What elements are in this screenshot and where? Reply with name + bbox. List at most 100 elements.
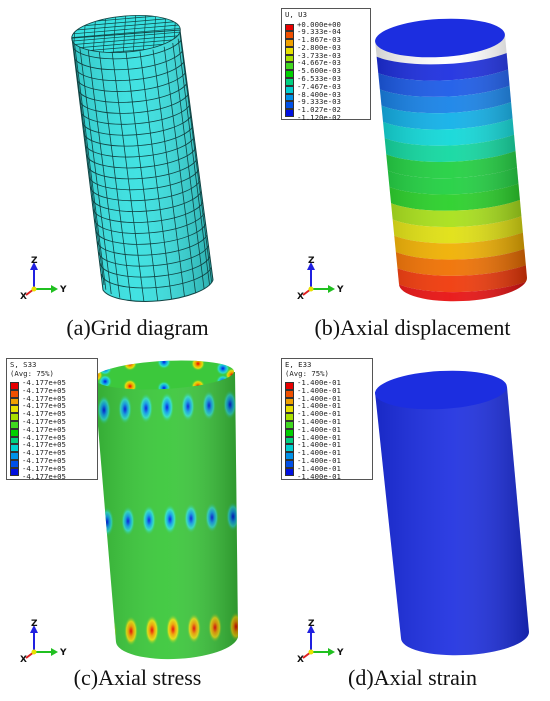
legend-value: -7.467e-03 <box>297 81 341 91</box>
y-label: Y <box>336 285 344 295</box>
z-label: Z <box>308 619 315 629</box>
y-label: Y <box>59 648 67 658</box>
mesh-ring <box>74 57 186 82</box>
rim-spot <box>215 361 230 376</box>
x-label: X <box>297 292 304 300</box>
legend-swatch <box>285 101 294 110</box>
rim-spot <box>123 357 137 371</box>
legend-value: -1.400e-01 <box>297 424 341 434</box>
legend-value: -4.177e+05 <box>22 463 66 473</box>
y-arrow <box>51 648 58 656</box>
cylinder-shading <box>94 372 239 660</box>
legend-value: -4.177e+05 <box>22 440 66 450</box>
z-label: Z <box>31 256 38 266</box>
legend-swatch <box>285 23 294 32</box>
legend-value: -4.667e-03 <box>297 58 341 68</box>
mesh-generator <box>87 46 121 298</box>
legend-value: -1.400e-01 <box>297 432 341 442</box>
legend-title: S, S33 <box>10 360 37 369</box>
legend-e33: E, E33 (Avg: 75%) -1.400e-01 -1.400e-01 -1… <box>281 358 373 480</box>
legend-value: -1.867e-03 <box>297 35 341 45</box>
y-arrow <box>328 648 335 656</box>
mesh-ring <box>78 89 190 114</box>
top-grid-line <box>70 27 182 39</box>
legend-subtitle: (Avg: 75%) <box>10 368 54 378</box>
legend-swatch <box>285 420 294 429</box>
top-grid-line <box>70 34 182 46</box>
top-grid-line <box>70 31 182 42</box>
legend-swatch <box>10 405 19 414</box>
z-arrow <box>30 625 38 633</box>
legend-value: -1.400e-01 <box>297 471 341 481</box>
mesh-generator <box>125 51 159 302</box>
legend-value: -1.400e-01 <box>297 409 341 419</box>
legend-value: -1.400e-01 <box>297 416 341 426</box>
x-label: X <box>20 655 27 663</box>
z-arrow <box>307 262 315 270</box>
legend-swatch <box>10 459 19 468</box>
mesh-ring <box>84 133 196 158</box>
rim-spot <box>98 361 113 376</box>
legend-s33: S, S33 (Avg: 75%) -4.177e+05 -4.177e+05 -4… <box>6 358 98 480</box>
legend-value: -9.333e-03 <box>297 97 341 107</box>
legend-value: -4.177e+05 <box>22 416 66 426</box>
triad-origin <box>31 286 37 292</box>
legend-title: E, E33 <box>285 360 312 369</box>
legend-value: -4.177e+05 <box>22 401 66 411</box>
top-grid-line <box>132 11 137 57</box>
y-label: Y <box>336 648 344 658</box>
mesh-generator <box>172 42 206 295</box>
caption-c: (c)Axial stress <box>73 665 202 690</box>
mesh-ring <box>83 122 194 147</box>
top-grid-line <box>70 24 182 35</box>
mesh-ring <box>88 166 200 191</box>
caption-b: (b)Axial displacement <box>314 315 511 340</box>
legend-swatch <box>285 382 294 390</box>
legend-swatch <box>285 436 294 445</box>
cylinder-shading <box>72 30 213 302</box>
z-label: Z <box>31 619 38 629</box>
legend-swatch <box>10 397 19 406</box>
legend-value: -1.027e-02 <box>297 105 341 115</box>
legend-title: U, U3 <box>285 10 307 19</box>
z-label: Z <box>308 256 315 266</box>
mesh-ring <box>97 231 208 256</box>
legend-value: -1.400e-01 <box>297 393 341 403</box>
legend-value: -6.533e-03 <box>297 74 341 84</box>
top-grid-line <box>70 38 182 50</box>
legend-subtitle: (Avg: 75%) <box>285 368 329 378</box>
legend-value: -1.120e-02 <box>297 113 341 123</box>
top-grid-line <box>70 20 182 32</box>
legend-color-bar <box>285 382 294 480</box>
legend-swatch <box>285 85 294 94</box>
top-grid-line <box>70 16 182 28</box>
legend-swatch <box>10 413 19 421</box>
mesh-generator <box>177 38 211 290</box>
legend-value: -1.400e-01 <box>297 463 341 473</box>
mesh-grid <box>72 33 213 302</box>
mesh-generator <box>73 38 107 290</box>
legend-swatch <box>10 420 19 429</box>
axis-triad: Z X Y <box>297 256 344 300</box>
caption-a: (a)Grid diagram <box>66 315 209 340</box>
legend-swatch <box>285 70 294 79</box>
mesh-ring <box>99 253 211 278</box>
x-label: X <box>20 292 27 300</box>
mesh-generator <box>139 51 173 302</box>
mesh-ring <box>101 264 213 289</box>
legend-value: -4.177e+05 <box>22 409 66 419</box>
legend-swatch <box>285 428 294 437</box>
y-arrow <box>51 285 58 293</box>
legend-value: -4.177e+05 <box>22 378 66 387</box>
mesh-ring <box>81 111 193 136</box>
strain-cylinder <box>375 370 529 656</box>
legend-color-bar <box>10 382 19 480</box>
legend-swatch <box>285 397 294 406</box>
mesh-ring <box>85 144 197 169</box>
legend-swatch <box>285 39 294 47</box>
legend-swatch <box>285 459 294 468</box>
mesh-generator <box>152 49 186 301</box>
legend-value: -1.400e-01 <box>297 455 341 465</box>
legend-swatch <box>285 78 294 86</box>
x-label: X <box>297 655 304 663</box>
